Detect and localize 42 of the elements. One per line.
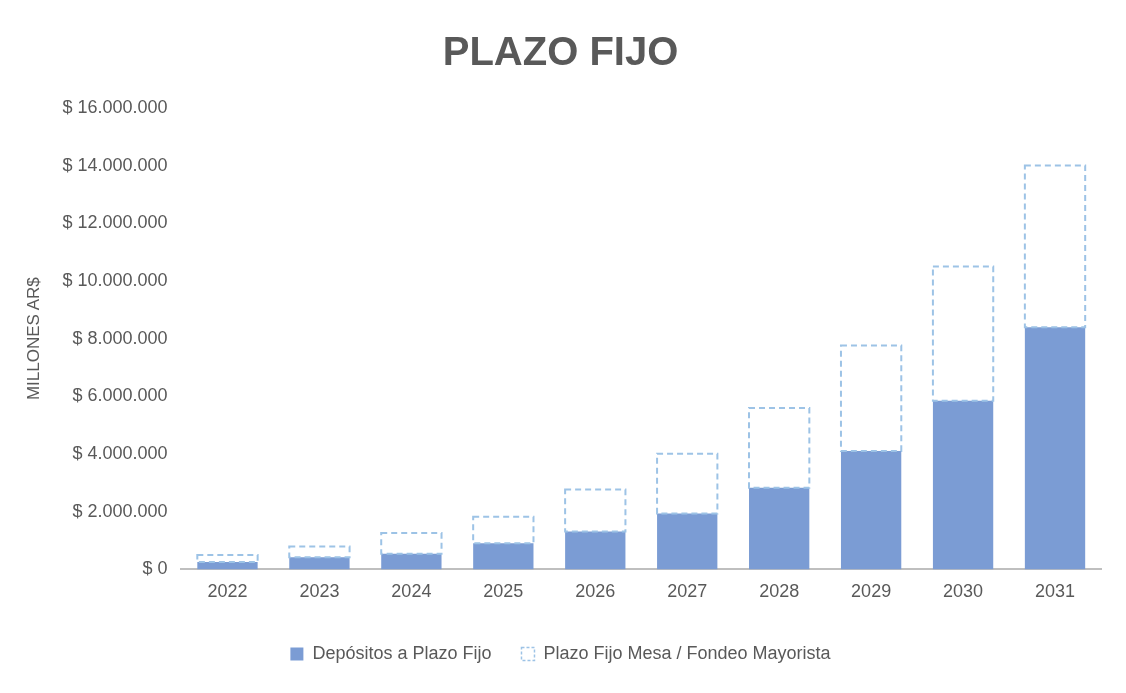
bar	[839, 344, 903, 452]
chart-title: PLAZO FIJO	[442, 29, 679, 74]
y-tick-label: $ 14.000.000	[62, 154, 168, 175]
bar	[1024, 327, 1086, 570]
bar	[565, 531, 626, 570]
y-tick-label: $ 12.000.000	[62, 212, 168, 233]
bar	[749, 487, 810, 570]
bar	[473, 543, 534, 570]
bar	[1023, 164, 1087, 329]
y-tick-label: $ 2.000.000	[72, 500, 168, 521]
y-tick-label: $ 8.000.000	[72, 327, 168, 348]
legend-label: Depósitos a Plazo Fijo	[312, 642, 492, 663]
bar	[472, 515, 535, 545]
bar	[289, 557, 350, 570]
x-tick-label: 2029	[851, 581, 892, 602]
bar	[380, 532, 443, 555]
x-tick-label: 2028	[759, 581, 800, 602]
x-tick-label: 2030	[943, 581, 984, 602]
x-tick-label: 2025	[483, 581, 524, 602]
x-tick-label: 2022	[207, 581, 248, 602]
bar	[932, 400, 994, 570]
bar	[196, 553, 259, 563]
bar	[840, 450, 902, 570]
y-tick-label: $ 0	[142, 558, 168, 579]
y-axis-title: MILLONES AR$	[23, 276, 43, 401]
legend-label: Plazo Fijo Mesa / Fondeo Mayorista	[543, 642, 832, 663]
bar	[931, 265, 995, 402]
bar	[657, 513, 718, 570]
bar	[288, 545, 351, 559]
y-tick-label: $ 16.000.000	[62, 96, 168, 117]
bar	[564, 488, 627, 533]
y-tick-label: $ 4.000.000	[72, 443, 168, 464]
bar	[748, 406, 811, 489]
y-tick-label: $ 6.000.000	[72, 385, 168, 406]
x-tick-label: 2026	[575, 581, 616, 602]
x-tick-label: 2023	[299, 581, 340, 602]
bar	[656, 452, 719, 515]
bar	[381, 553, 442, 570]
y-tick-label: $ 10.000.000	[62, 269, 168, 290]
x-tick-label: 2024	[391, 581, 432, 602]
x-tick-label: 2027	[667, 581, 708, 602]
x-tick-label: 2031	[1035, 581, 1076, 602]
